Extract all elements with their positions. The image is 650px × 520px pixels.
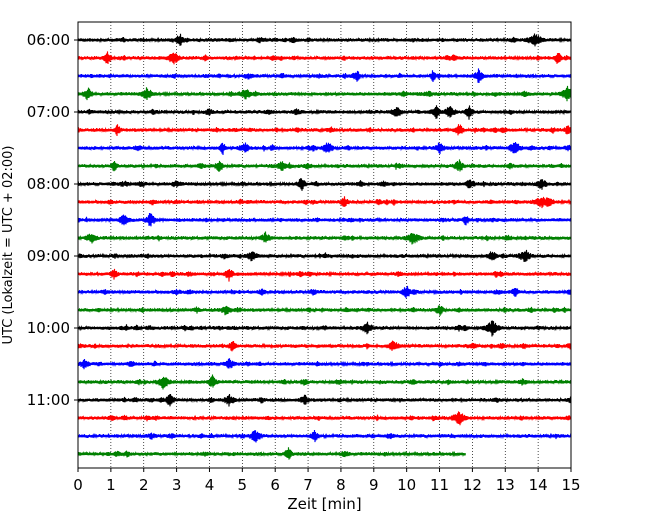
trace-0745 [77, 159, 572, 173]
grid [110, 22, 539, 468]
trace-0845 [77, 231, 572, 245]
y-tick-label: 08:00 [27, 175, 70, 193]
trace-0815 [77, 196, 572, 209]
x-tick-label: 3 [172, 476, 182, 494]
y-axis-label: UTC (Lokalzeit = UTC + 02:00) [1, 146, 16, 345]
trace-1115 [77, 411, 572, 426]
x-tick-label: 7 [303, 476, 313, 494]
traces [77, 33, 572, 460]
x-tick-label: 4 [205, 476, 215, 494]
trace-0600 [77, 33, 572, 47]
x-tick-label: 13 [496, 476, 515, 494]
trace-1030 [77, 358, 572, 370]
x-tick-label: 14 [529, 476, 548, 494]
x-tick-label: 0 [73, 476, 83, 494]
x-tick-label: 9 [369, 476, 379, 494]
y-tick-label: 11:00 [27, 391, 70, 409]
trace-0915 [77, 268, 572, 282]
y-tick-label: 07:00 [27, 103, 70, 121]
trace-0830 [77, 213, 572, 227]
y-tick-label: 09:00 [27, 247, 70, 265]
trace-0715 [77, 124, 572, 136]
trace-0930 [77, 285, 572, 299]
x-tick-label: 2 [139, 476, 149, 494]
y-axis: 06:00 07:00 08:00 09:00 10:00 11:00 [27, 31, 78, 409]
trace-1045 [77, 374, 572, 390]
x-tick-label: 12 [463, 476, 482, 494]
trace-0630 [77, 68, 572, 84]
x-tick-label: 5 [238, 476, 248, 494]
trace-1145 [77, 447, 467, 460]
x-tick-label: 8 [336, 476, 346, 494]
trace-0730 [77, 141, 572, 155]
x-axis-label: Zeit [min] [287, 495, 361, 513]
x-axis: 0 1 2 3 4 5 6 7 8 9 10 11 12 13 14 15 [73, 468, 581, 494]
trace-0615 [77, 51, 572, 65]
y-tick-label: 06:00 [27, 31, 70, 49]
trace-1000 [77, 320, 572, 337]
x-tick-label: 15 [561, 476, 580, 494]
trace-0645 [77, 85, 572, 102]
trace-0900 [77, 249, 572, 262]
trace-1130 [77, 430, 572, 443]
x-tick-label: 10 [397, 476, 416, 494]
x-tick-label: 1 [106, 476, 116, 494]
trace-1100 [77, 393, 572, 407]
y-tick-label: 10:00 [27, 319, 70, 337]
trace-0700 [77, 105, 572, 120]
plot-frame [77, 21, 572, 469]
x-tick-label: 6 [270, 476, 280, 494]
trace-1015 [77, 340, 572, 352]
x-tick-label: 11 [430, 476, 449, 494]
trace-0945 [77, 305, 572, 316]
trace-0800 [77, 178, 572, 191]
